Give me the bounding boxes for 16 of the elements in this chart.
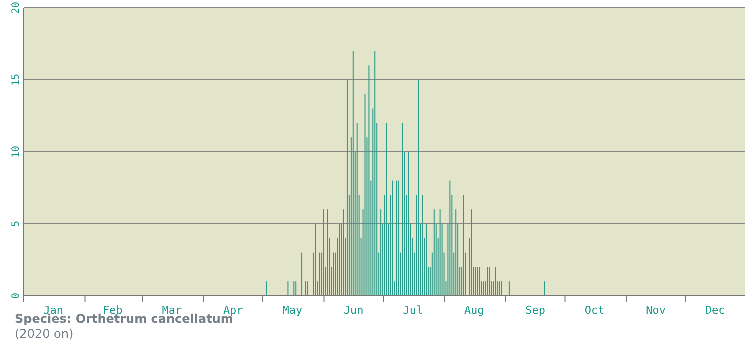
y-tick-label: 10	[11, 146, 22, 158]
x-tick-label: Jun	[344, 304, 364, 317]
y-tick-label: 20	[11, 2, 22, 14]
x-tick-label: Sep	[526, 304, 546, 317]
x-tick-label: Dec	[705, 304, 726, 317]
text: (2020 on)	[15, 327, 75, 341]
x-tick-label: May	[282, 304, 303, 317]
y-tick-label: 15	[11, 74, 22, 86]
y-tick-label: 0	[11, 292, 22, 300]
y-tick-label: 5	[11, 220, 22, 228]
x-tick-label: Mar	[162, 304, 182, 317]
x-tick-label: Aug	[464, 304, 484, 317]
x-tick-label: Oct	[584, 304, 605, 317]
x-tick-label: Nov	[646, 304, 666, 317]
x-tick-label: Jul	[403, 304, 424, 317]
x-tick-label: Apr	[223, 304, 244, 317]
